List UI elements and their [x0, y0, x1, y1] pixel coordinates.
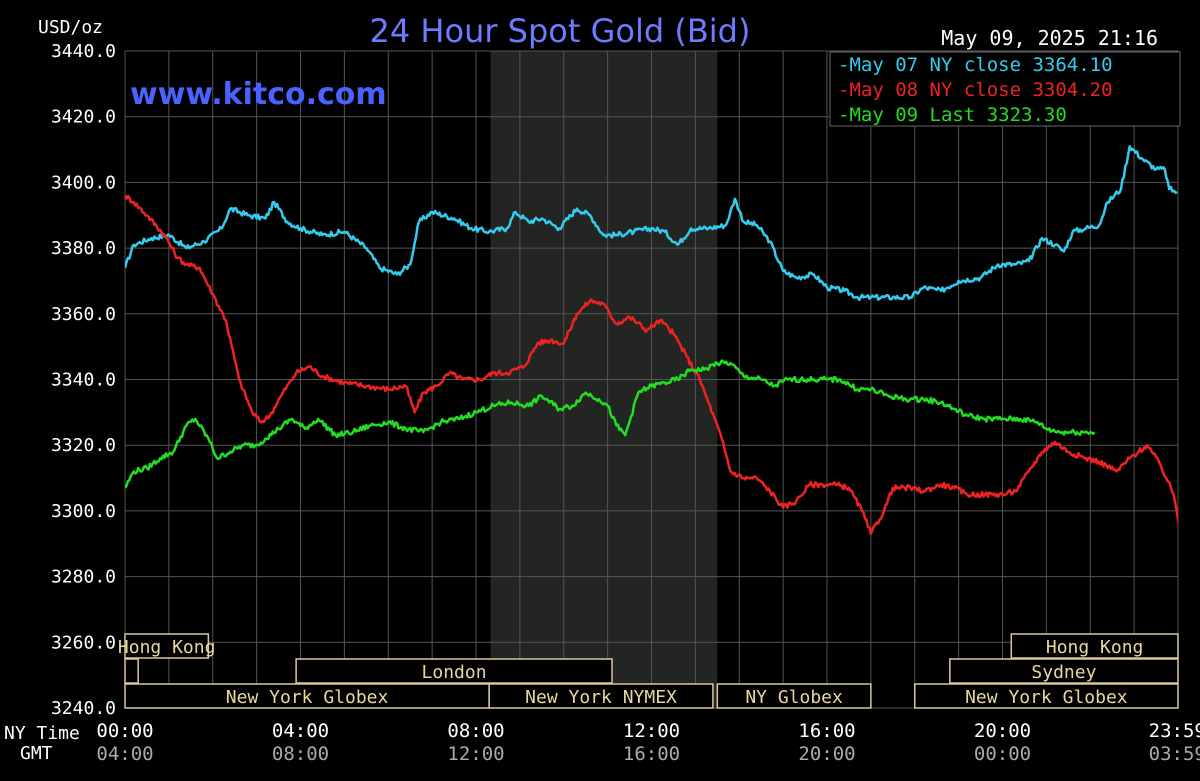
y-tick-label: 3320.0 [51, 435, 116, 456]
session-label: Hong Kong [1046, 637, 1144, 658]
chart-title: 24 Hour Spot Gold (Bid) [370, 12, 751, 50]
legend-box [829, 51, 1181, 127]
x-tick-label-gmt: 16:00 [623, 743, 680, 765]
x-row-label-ny: NY Time [4, 723, 80, 744]
session-box [124, 633, 210, 659]
y-tick-label: 3400.0 [51, 172, 116, 193]
legend-entry: -May 07 NY close 3364.10 [838, 54, 1113, 76]
legend-entry: -May 09 Last 3323.30 [838, 104, 1067, 126]
y-tick-label: 3280.0 [51, 567, 116, 588]
x-tick-label-gmt: 03:59 [1149, 743, 1200, 765]
session-box [124, 658, 139, 684]
x-tick-label-ny: 00:00 [96, 720, 153, 742]
x-tick-label-gmt: 04:00 [96, 743, 153, 765]
x-tick-label-ny: 16:00 [798, 720, 855, 742]
unit-label: USD/oz [38, 17, 103, 38]
y-axis-ticks: 3440.0 3420.0 3400.0 3380.0 3360.0 3340.0 3320… [51, 41, 116, 719]
session-label: London [422, 662, 487, 683]
session-label: Hong Kong [118, 637, 216, 658]
y-tick-label: 3240.0 [51, 698, 116, 719]
session-box [488, 683, 714, 709]
y-tick-label: 3380.0 [51, 238, 116, 259]
grid-lines [124, 50, 1179, 709]
x-tick-label-gmt: 12:00 [447, 743, 504, 765]
session-box [914, 683, 1179, 709]
series-line-3 [125, 359, 1096, 489]
series-line-1 [125, 145, 1178, 302]
y-tick-label: 3360.0 [51, 304, 116, 325]
x-tick-label-ny: 08:00 [447, 720, 504, 742]
x-axis-ticks: 00:0004:0008:0012:0016:0020:0023:5904:00… [96, 720, 1200, 765]
session-label: NY Globex [745, 687, 843, 708]
session-box [716, 683, 872, 709]
session-label: New York NYMEX [525, 687, 677, 708]
x-tick-label-ny: 12:00 [623, 720, 680, 742]
timestamp: May 09, 2025 21:16 [941, 26, 1158, 50]
y-tick-label: 3340.0 [51, 370, 116, 391]
y-tick-label: 3440.0 [51, 41, 116, 62]
x-tick-label-ny: 23:59 [1149, 720, 1200, 742]
market-sessions: Hong Kong London New York Globex New York N… [118, 633, 1179, 709]
session-label: New York Globex [226, 687, 389, 708]
legend: -May 07 NY close 3364.10 -May 08 NY close… [829, 51, 1181, 127]
y-tick-label: 3300.0 [51, 501, 116, 522]
x-tick-label-gmt: 20:00 [798, 743, 855, 765]
session-box [295, 658, 613, 684]
session-label: Sydney [1031, 662, 1096, 683]
x-tick-label-gmt: 00:00 [974, 743, 1031, 765]
y-tick-label: 3420.0 [51, 107, 116, 128]
session-box [949, 658, 1179, 684]
x-tick-label-ny: 04:00 [272, 720, 329, 742]
session-label: New York Globex [965, 687, 1128, 708]
x-tick-label-ny: 20:00 [974, 720, 1031, 742]
price-series [125, 145, 1178, 536]
series-line-2 [125, 194, 1178, 536]
session-box [124, 683, 490, 709]
y-tick-label: 3260.0 [51, 632, 116, 653]
session-box [1010, 633, 1179, 659]
watermark-url: www.kitco.com [130, 77, 387, 112]
x-row-label-gmt: GMT [20, 743, 53, 764]
legend-entry: -May 08 NY close 3304.20 [838, 79, 1113, 101]
x-tick-label-gmt: 08:00 [272, 743, 329, 765]
